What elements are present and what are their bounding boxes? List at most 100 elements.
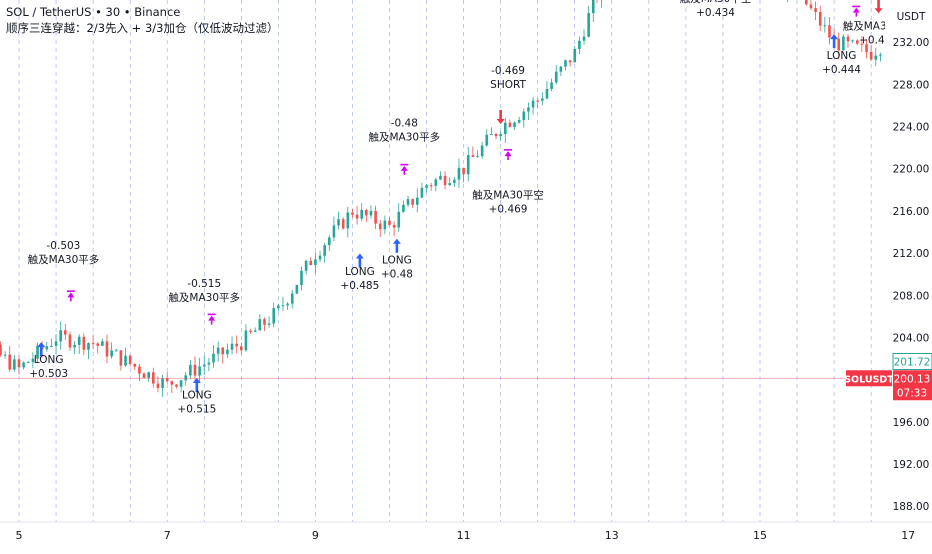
candle-body	[443, 175, 447, 186]
candle-body	[466, 155, 470, 175]
short-arrow-marker	[874, 0, 883, 14]
long-arrow-marker	[830, 34, 839, 49]
time-tick-label: 9	[312, 529, 319, 542]
symbol-badge-text: SOLUSDT	[844, 374, 894, 385]
candle-body	[823, 25, 827, 27]
candle-body	[156, 383, 160, 388]
exit-marker-bar	[207, 313, 216, 316]
candle-body	[216, 347, 220, 354]
candle-body	[425, 185, 428, 188]
price-tick-label: 204.00	[893, 332, 930, 344]
candle-body	[64, 330, 67, 335]
candle-body	[73, 344, 76, 348]
candle-body	[82, 336, 86, 350]
last-price-text: 200.13	[894, 373, 931, 385]
candle-body	[499, 134, 502, 137]
annotation-text: 触及MA30平多	[369, 131, 441, 144]
candle-body	[837, 38, 841, 51]
candle-body	[369, 211, 373, 216]
annotation-text: -0.515	[187, 278, 221, 290]
candle-body	[318, 255, 322, 260]
candle-body	[587, 13, 590, 37]
candle-body	[26, 362, 30, 364]
candle-body	[175, 384, 178, 387]
symbol-title[interactable]: SOL / TetherUS • 30 • Binance	[6, 5, 181, 19]
candle-body	[531, 100, 535, 108]
candle-body	[267, 323, 271, 325]
candle-body	[8, 354, 12, 370]
trade-annotations: -0.503触及MA30平多LONG+0.503-0.515触及MA30平多LO…	[28, 0, 932, 416]
candle-body	[429, 185, 433, 187]
candle-body	[591, 0, 595, 14]
annotation-text: LONG	[382, 255, 412, 267]
price-tick-label: 232.00	[893, 37, 930, 49]
annotation-text: 触及MA30平多	[28, 253, 100, 266]
exit-marker-bar	[400, 163, 409, 166]
exit-marker-stem	[855, 12, 858, 17]
annotation-text: +0.485	[340, 280, 379, 292]
candle-body	[235, 343, 238, 347]
price-tick-label: 212.00	[893, 248, 930, 260]
last-price-badge	[893, 370, 932, 401]
candle-body	[846, 36, 850, 42]
annotation-text: LONG	[182, 390, 212, 402]
candle-body	[68, 334, 72, 348]
candle-body	[119, 350, 123, 366]
candle-body	[277, 305, 280, 309]
candle-body	[582, 36, 586, 41]
candle-body	[114, 350, 118, 352]
candle-body	[434, 179, 438, 186]
candle-body	[406, 199, 410, 205]
candle-body	[855, 40, 859, 44]
candle-body	[503, 122, 507, 135]
time-axis[interactable]: 579111315171921232527	[0, 521, 932, 550]
candle-body	[165, 378, 169, 382]
candle-body	[411, 199, 414, 205]
candle-body	[374, 211, 377, 224]
candle-body	[818, 12, 822, 26]
price-axis[interactable]: USDT 232.00 228.00 224.00 220.00 216.00 212.00…	[844, 0, 932, 550]
annotation-text: LONG	[345, 266, 375, 278]
candle-body	[476, 156, 479, 158]
candle-body	[522, 111, 526, 120]
candle-body	[490, 134, 493, 136]
strategy-title[interactable]: 顺序三连穿越：2/3先入 + 3/3加仓（仅低波动过滤）	[6, 21, 279, 35]
candle-body	[462, 167, 465, 175]
candle-body	[110, 350, 113, 357]
candle-body	[860, 43, 864, 45]
annotation-text: +0.48	[381, 269, 413, 281]
candle-body	[578, 40, 581, 49]
candle-body	[541, 98, 544, 101]
long-arrow-marker	[355, 253, 364, 268]
candle-body	[31, 358, 35, 363]
exit-marker-bar	[66, 290, 75, 292]
candle-body	[485, 134, 489, 146]
candle-body	[415, 197, 419, 205]
annotation-text: +0.444	[822, 64, 861, 76]
candle-body	[226, 349, 229, 355]
candle-body	[457, 167, 461, 180]
candle-body	[545, 88, 549, 99]
candle-body	[263, 319, 266, 325]
time-tick-label: 11	[457, 529, 471, 542]
annotation-text: -0.503	[47, 240, 81, 252]
trade-markers	[37, 0, 883, 392]
annotation-text: SHORT	[490, 79, 526, 91]
annotation-text: +0.434	[696, 7, 735, 19]
candle-body	[50, 345, 53, 347]
annotation-text: +0.469	[489, 203, 528, 215]
candle-body	[323, 245, 326, 256]
candle-body	[170, 381, 174, 385]
candle-body	[300, 270, 303, 285]
candle-body	[573, 48, 577, 63]
candle-body	[304, 260, 308, 271]
price-axis-currency: USDT	[897, 11, 926, 23]
candle-body	[554, 71, 558, 83]
annotation-text: -0.469	[491, 65, 525, 77]
candle-body	[536, 100, 539, 102]
long-arrow-marker	[392, 238, 401, 253]
candle-body	[77, 336, 81, 345]
price-tick-label: 196.00	[893, 417, 930, 429]
